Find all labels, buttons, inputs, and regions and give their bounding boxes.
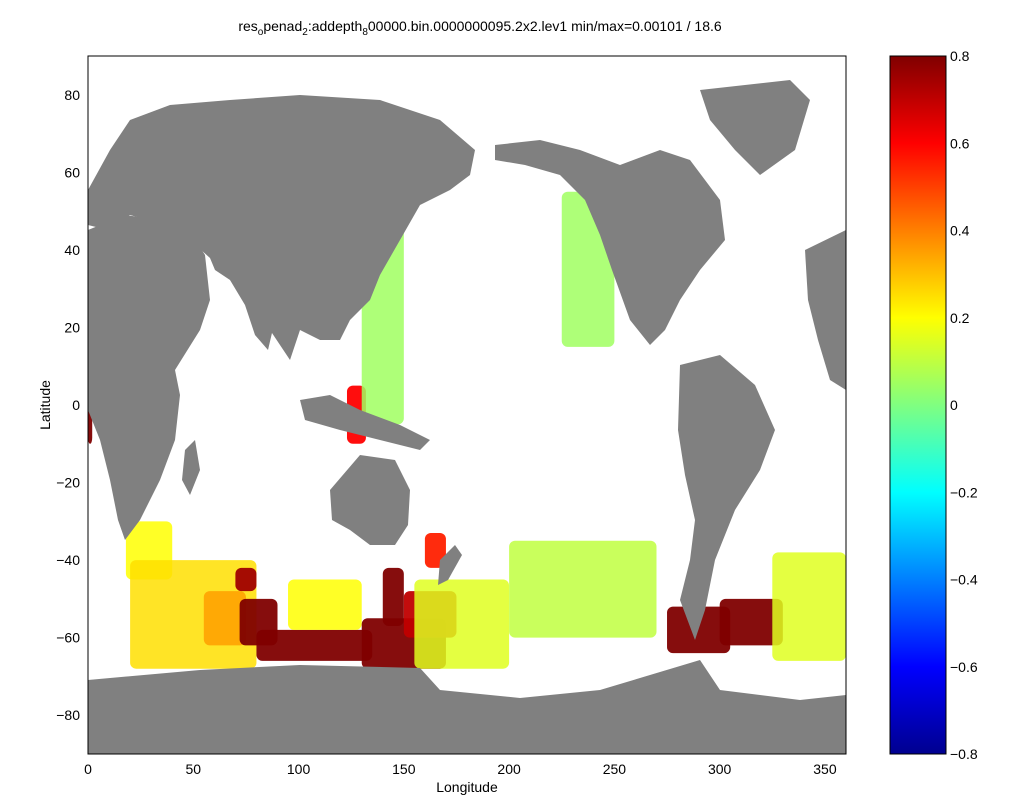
heat-cell — [382, 567, 404, 627]
colorbar-tick-label: 0 — [950, 397, 958, 413]
y-tick-label: 20 — [64, 319, 80, 335]
heat-cell — [719, 598, 783, 646]
heat-cell — [772, 552, 846, 661]
y-tick-label: −20 — [56, 475, 80, 491]
heat-cell — [235, 567, 257, 592]
colorbar-tick-label: −0.2 — [950, 484, 978, 500]
heat-cell — [256, 629, 373, 661]
heat-cell — [203, 591, 246, 646]
y-tick-label: 60 — [64, 164, 80, 180]
x-axis-label: Longitude — [436, 779, 498, 795]
heat-cell — [424, 532, 446, 568]
land-antarctica — [88, 660, 846, 754]
colorbar-tick-label: −0.4 — [950, 572, 978, 588]
chart-title: resopenad2:addepth800000.bin.0000000095.… — [238, 18, 722, 38]
y-axis: 80 60 40 20 0 −20 −40 −60 −80 — [56, 87, 80, 723]
land-eurasia — [88, 95, 475, 360]
x-tick-label: 150 — [392, 761, 416, 777]
x-tick-label: 0 — [84, 761, 92, 777]
land-europe-edge — [805, 230, 846, 390]
land-australia — [330, 455, 410, 545]
x-tick-label: 100 — [287, 761, 311, 777]
colorbar — [889, 55, 947, 755]
colorbar-ticks: 0.8 0.6 0.4 0.2 0 −0.2 −0.4 −0.6 −0.8 — [950, 48, 978, 762]
land-japan — [380, 215, 396, 262]
y-tick-label: 0 — [72, 397, 80, 413]
x-tick-label: 250 — [603, 761, 627, 777]
x-tick-label: 50 — [185, 761, 201, 777]
land-africa — [88, 215, 210, 540]
land-north-america — [495, 140, 725, 345]
colorbar-tick-label: −0.8 — [950, 746, 978, 762]
x-tick-label: 350 — [813, 761, 837, 777]
x-tick-label: 200 — [497, 761, 521, 777]
colorbar-tick-label: 0.8 — [950, 48, 970, 64]
colorbar-tick-label: 0.6 — [950, 135, 970, 151]
heat-cell — [667, 606, 731, 654]
x-axis: 0 50 100 150 200 250 300 350 — [84, 761, 837, 777]
land-indonesia — [300, 395, 430, 450]
land-madagascar — [182, 440, 200, 495]
land-mask — [88, 80, 846, 754]
y-tick-label: 40 — [64, 242, 80, 258]
y-tick-label: −40 — [56, 552, 80, 568]
land-south-america — [678, 355, 775, 640]
land-india — [230, 280, 275, 350]
colorbar-tick-label: 0.4 — [950, 223, 970, 239]
colorbar-tick-label: −0.6 — [950, 659, 978, 675]
y-axis-label: Latitude — [37, 380, 53, 430]
colorbar-tick-label: 0.2 — [950, 310, 970, 326]
land-greenland — [700, 80, 810, 175]
y-tick-label: 80 — [64, 87, 80, 103]
heat-cell — [414, 579, 510, 669]
land-new-zealand — [438, 545, 462, 585]
x-tick-label: 300 — [708, 761, 732, 777]
y-tick-label: −60 — [56, 630, 80, 646]
heat-cell — [288, 579, 362, 630]
heat-cell — [509, 540, 657, 638]
y-tick-label: −80 — [56, 707, 80, 723]
plot-frame — [87, 55, 847, 755]
